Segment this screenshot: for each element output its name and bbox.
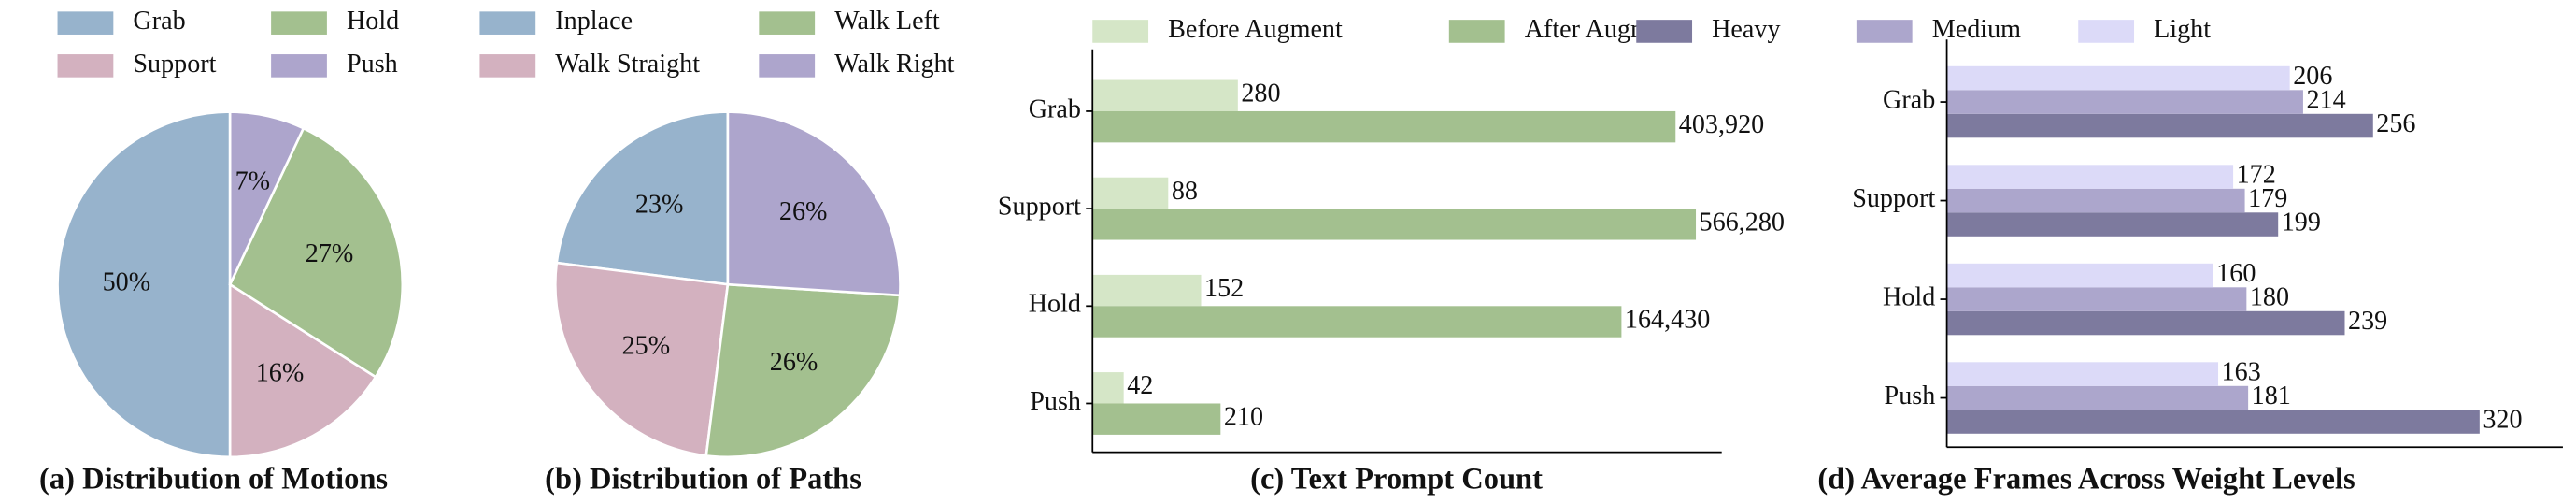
legend-swatch <box>57 11 114 35</box>
legend-label: Heavy <box>1712 15 1780 44</box>
bar-value-label: 206 <box>2293 62 2332 91</box>
bar-value-label: 42 <box>1127 371 1153 400</box>
bar <box>1092 372 1124 404</box>
legend-label: Grab <box>133 7 185 36</box>
slice-label: 50% <box>103 268 151 297</box>
bar <box>1946 263 2213 288</box>
bar <box>1946 287 2247 311</box>
pie-slice <box>726 110 902 297</box>
bar <box>1946 90 2303 114</box>
caption: (c) Text Prompt Count <box>1250 463 1543 497</box>
y-tick-label: Support <box>1852 184 1935 213</box>
slice-label: 26% <box>779 197 828 226</box>
slice-label: 26% <box>770 348 818 377</box>
y-tick-label: Hold <box>1029 290 1081 319</box>
pie-slice <box>555 110 730 286</box>
bar <box>1092 209 1697 240</box>
bar <box>1092 177 1169 209</box>
legend-swatch <box>1856 20 1913 43</box>
bar-value-label: 163 <box>2222 358 2261 387</box>
slice-label: 27% <box>306 239 354 268</box>
bar <box>1946 165 2234 189</box>
legend-swatch <box>2078 20 2135 43</box>
bar-value-label: 172 <box>2237 161 2276 190</box>
y-tick-label: Push <box>1030 387 1081 416</box>
bar-value-label: 160 <box>2216 259 2256 288</box>
y-tick-label: Hold <box>1883 283 1935 312</box>
bar <box>1946 310 2345 336</box>
legend-swatch <box>57 54 114 78</box>
legend-swatch <box>479 11 536 35</box>
bar-value-label: 256 <box>2376 109 2415 138</box>
bar <box>1946 113 2373 138</box>
pie-slice <box>228 110 306 285</box>
bar-value-label: 152 <box>1204 274 1244 303</box>
legend-label: Walk Right <box>834 50 954 79</box>
legend-swatch <box>1092 20 1149 43</box>
pie-slice <box>704 282 902 459</box>
bar <box>1946 385 2249 410</box>
bar <box>1946 65 2290 91</box>
legend-label: Support <box>133 50 216 79</box>
bar-value-label: 280 <box>1241 79 1280 108</box>
pie-slice <box>553 261 730 457</box>
legend-swatch <box>759 11 816 35</box>
bar-value-label: 164,430 <box>1625 305 1710 334</box>
legend-swatch <box>759 54 816 78</box>
legend-label: Walk Left <box>834 7 940 36</box>
y-tick-label: Grab <box>1029 94 1081 123</box>
legend-label: Inplace <box>555 7 633 36</box>
bar-value-label: 210 <box>1224 403 1263 432</box>
bar-value-label: 239 <box>2348 307 2387 336</box>
legend-swatch <box>271 11 327 35</box>
legend-label: Medium <box>1932 15 2021 44</box>
bar-value-label: 403,920 <box>1679 110 1764 139</box>
slice-label: 25% <box>622 332 671 361</box>
slice-label: 7% <box>235 167 270 196</box>
caption: (d) Average Frames Across Weight Levels <box>1817 463 2355 497</box>
legend-label: Before Augment <box>1168 15 1343 44</box>
bar <box>1092 306 1622 338</box>
legend-swatch <box>479 54 536 78</box>
legend-label: Push <box>347 50 398 79</box>
bar-value-label: 88 <box>1172 177 1198 206</box>
bar-value-label: 179 <box>2248 184 2287 213</box>
bar-value-label: 180 <box>2250 283 2289 312</box>
y-tick-label: Push <box>1885 382 1936 410</box>
bar-value-label: 181 <box>2252 382 2291 410</box>
pie-slice <box>56 110 232 459</box>
bar <box>1092 79 1238 111</box>
y-tick-label: Grab <box>1883 86 1935 115</box>
caption: (a) Distribution of Motions <box>39 463 388 497</box>
bar <box>1946 410 2480 434</box>
bar <box>1946 188 2245 213</box>
legend-label: Walk Straight <box>555 50 700 79</box>
legend-label: Hold <box>347 7 399 36</box>
bar <box>1092 110 1676 143</box>
legend-label: Light <box>2154 15 2211 44</box>
legend-swatch <box>1448 20 1505 43</box>
pie-slice <box>228 281 377 459</box>
bar-value-label: 320 <box>2483 405 2522 434</box>
bar-value-label: 566,280 <box>1700 208 1785 237</box>
y-tick-label: Support <box>998 193 1081 222</box>
slice-label: 16% <box>256 359 305 388</box>
bar <box>1092 274 1202 307</box>
bar <box>1946 362 2219 386</box>
slice-label: 23% <box>635 191 684 220</box>
legend-swatch <box>271 54 327 78</box>
pie-slice <box>228 126 405 379</box>
bar <box>1092 403 1221 435</box>
bar <box>1946 212 2279 237</box>
bar-value-label: 199 <box>2282 209 2321 238</box>
legend-swatch <box>1636 20 1693 43</box>
caption: (b) Distribution of Paths <box>545 463 861 497</box>
bar-value-label: 214 <box>2306 86 2345 115</box>
